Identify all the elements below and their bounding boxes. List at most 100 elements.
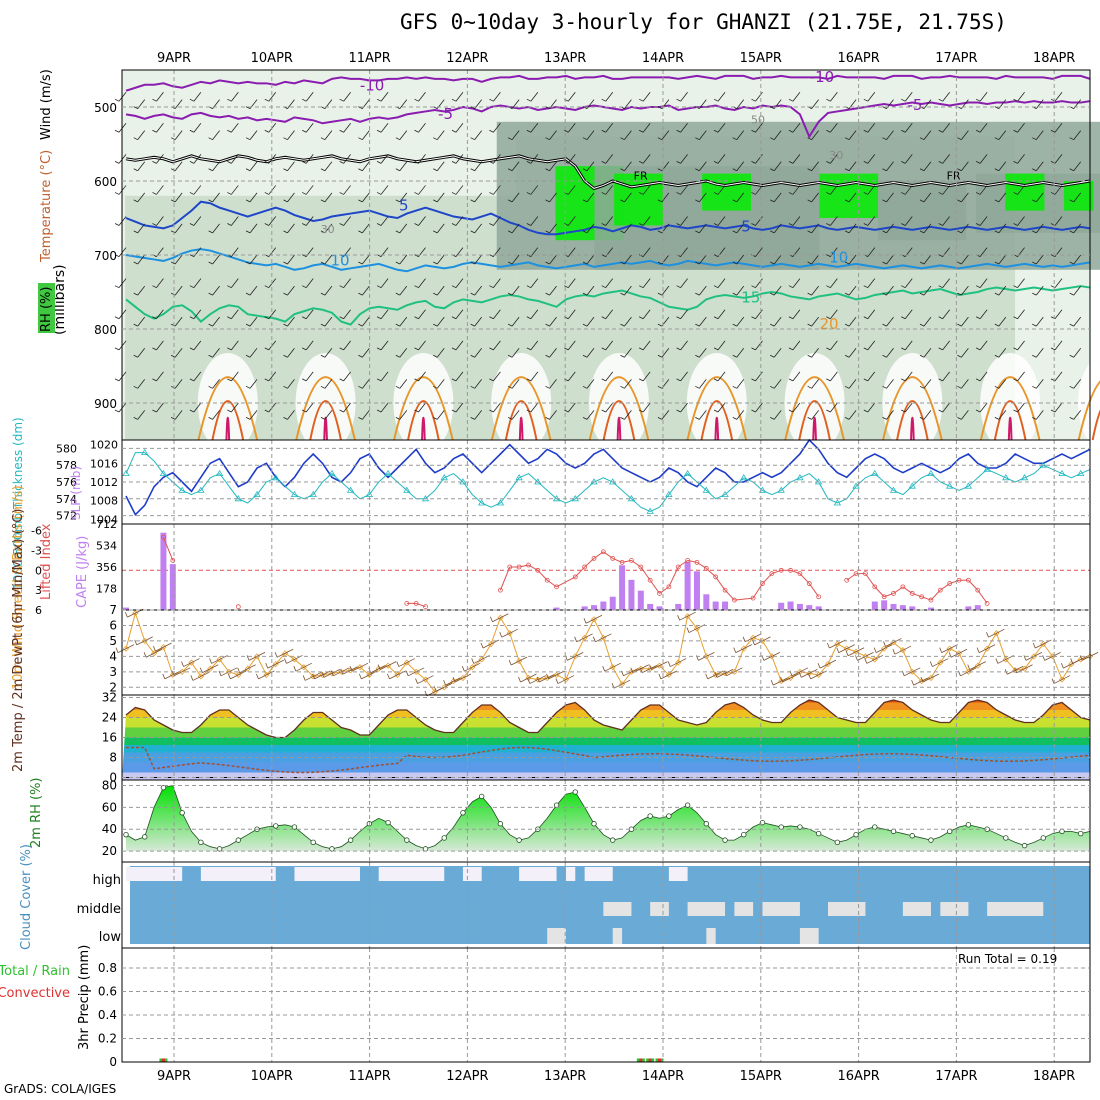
wind-barb: [770, 379, 782, 389]
wind-barb: [245, 410, 258, 420]
wind-speed-point: [282, 650, 289, 657]
wind-barb: [732, 347, 745, 358]
wind-barb: [1069, 161, 1082, 172]
wind-barb: [975, 371, 988, 382]
wind-barb: [414, 340, 426, 351]
wind-barb: [1032, 161, 1044, 172]
wind-barb: [919, 130, 932, 141]
wind-barb: [938, 154, 950, 164]
wind-speed-point: [253, 653, 261, 660]
isotherm-line: [125, 200, 1091, 236]
li-point: [947, 581, 953, 586]
cloud-axis-label: Cloud Cover (%): [19, 844, 34, 950]
wind-barb: [582, 223, 595, 234]
wind-barb: [545, 347, 557, 358]
wind-barb: [358, 130, 370, 141]
wind-barb-10m: [508, 656, 528, 666]
thickness-tick-label: 580: [56, 442, 77, 455]
rh-point: [347, 837, 354, 843]
wind-barb-10m: [817, 659, 837, 669]
wind-speed-point: [291, 656, 298, 663]
wind-barb: [807, 161, 819, 172]
wind-barb: [919, 316, 932, 327]
wind-speed-point: [487, 640, 495, 648]
wind-speed-point: [1040, 640, 1047, 648]
wind-barb: [582, 192, 595, 203]
wind-barb: [957, 130, 969, 141]
wind-barb: [582, 316, 595, 327]
wind-barb: [451, 185, 464, 195]
wind-speed-point: [497, 614, 504, 621]
wind-barb: [358, 410, 370, 420]
wind-barb-10m: [761, 652, 781, 661]
rh-point: [572, 789, 578, 795]
wind-speed-point: [993, 630, 1000, 637]
wind-barb: [732, 223, 745, 234]
wind-barb: [638, 123, 651, 133]
wind-barb: [938, 216, 950, 226]
wind-barb: [638, 91, 651, 102]
wind-barb-10m: [181, 658, 200, 667]
li-line: [612, 557, 623, 563]
isotherm-30-line: [714, 416, 720, 441]
wind-barb: [582, 161, 595, 172]
cloud-high-gap: [565, 867, 576, 881]
cape-bar: [871, 601, 878, 610]
temp-band: [122, 772, 1090, 780]
li-tick-label: 0: [35, 564, 42, 577]
cape-panel: [121, 523, 1091, 611]
cape-bar: [647, 603, 654, 610]
li-point: [657, 591, 662, 596]
thickness-marker: [721, 490, 729, 497]
wind-barb-10m: [293, 662, 313, 672]
wind-barb: [770, 254, 782, 265]
cape-bar: [712, 601, 719, 610]
li-point: [853, 571, 859, 577]
cloud-high-gap: [378, 867, 445, 881]
wind-barb-10m: [780, 673, 799, 683]
wind-barb: [1050, 402, 1063, 413]
rh2m-axis-label: 2m RH (%): [29, 777, 44, 848]
li-line: [621, 559, 632, 563]
day-label-top: 18APR: [1033, 51, 1075, 66]
isotherm-line: [125, 285, 1091, 326]
contour-label: 15: [741, 288, 760, 306]
thickness-marker: [440, 474, 448, 481]
wind-barb: [470, 316, 482, 327]
wind-barb-10m: [967, 661, 986, 670]
wind-barb: [751, 91, 763, 102]
wind-barb: [657, 410, 670, 420]
wind-barb: [320, 379, 333, 389]
wind-barb: [676, 340, 688, 351]
wind-barb: [844, 285, 857, 296]
wind-barb: [620, 161, 632, 172]
wind-barb: [507, 223, 520, 234]
wind-barb: [339, 154, 351, 164]
wind-barb: [1032, 285, 1044, 296]
wind-barb: [601, 278, 614, 289]
wind-barb: [283, 254, 295, 265]
wind-barb: [152, 340, 164, 351]
rh-point: [872, 824, 878, 830]
cape-bar: [722, 601, 729, 610]
wind-barb: [826, 154, 838, 164]
wind-barb: [863, 185, 876, 195]
wind-barb: [133, 347, 146, 358]
contour-label: 5: [399, 197, 409, 215]
isotherm-30-line: [225, 416, 231, 441]
wind-barb-10m: [265, 659, 284, 669]
wind-barb: [526, 91, 539, 102]
wind-barb: [227, 402, 239, 413]
wind-speed-point: [750, 634, 757, 641]
li-point: [881, 594, 887, 600]
wind-barb: [901, 185, 913, 195]
cloud-high-gap: [462, 867, 482, 881]
cloud-low-gap: [706, 928, 716, 944]
wind-barb: [751, 278, 763, 289]
wind-barb: [957, 347, 969, 358]
rh-point: [1040, 835, 1046, 841]
wind-barb: [770, 161, 782, 172]
li-point: [591, 556, 597, 561]
isotherm-30-line: [323, 416, 328, 441]
rh-point: [1003, 835, 1009, 841]
